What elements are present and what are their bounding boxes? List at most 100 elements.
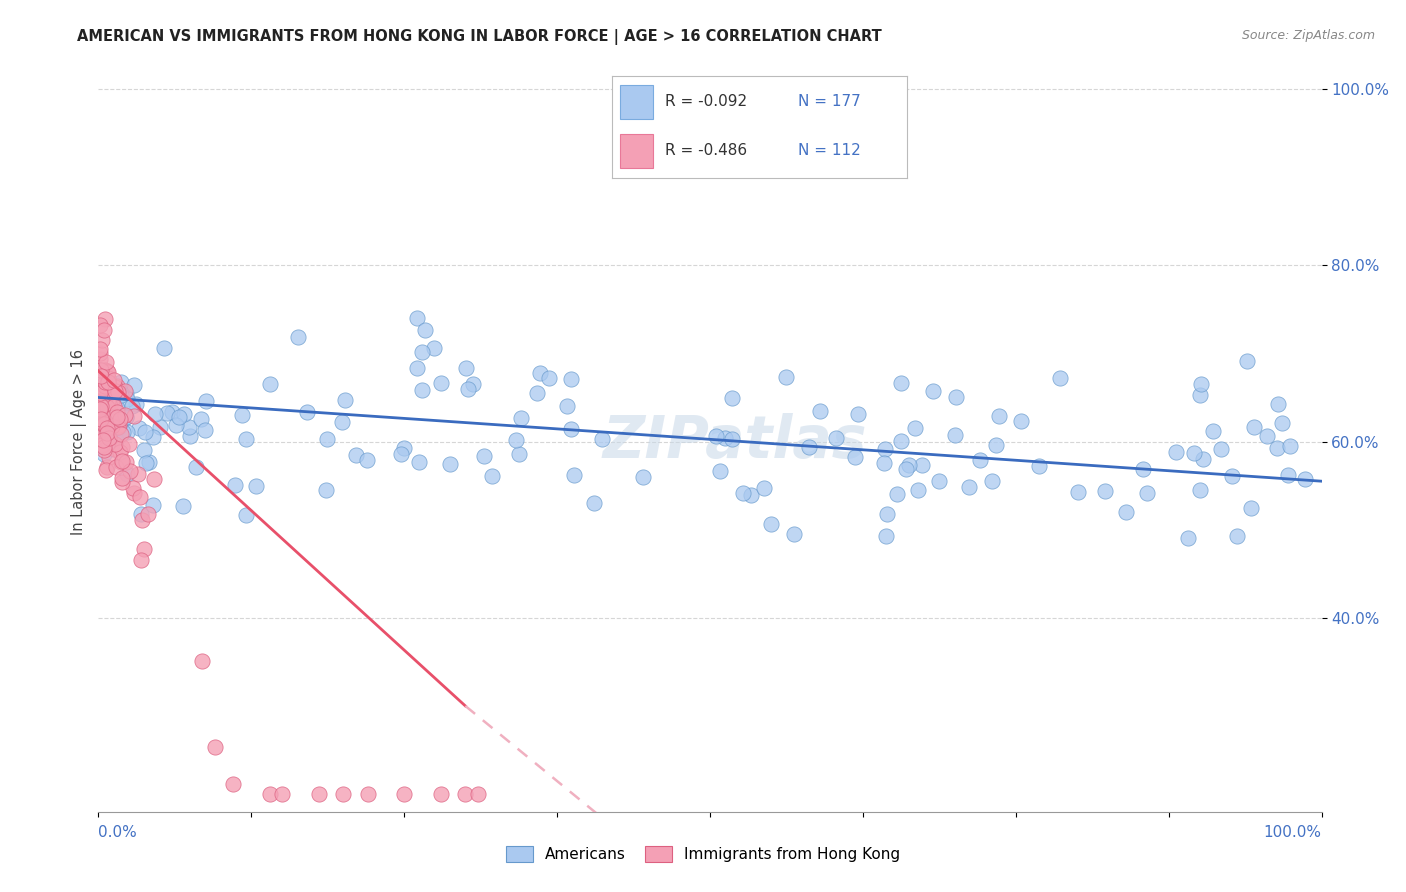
Point (876, 507, 898, 521)
Point (1189, 376, 1212, 391)
Point (100, 384, 122, 399)
Point (1236, 354, 1258, 368)
Point (100, 426, 122, 441)
Text: 0.0%: 0.0% (98, 825, 138, 840)
Point (1256, 429, 1278, 443)
Point (117, 392, 139, 406)
Point (408, 455, 430, 469)
Point (94, 312, 117, 326)
Point (94, 363, 117, 377)
Point (904, 421, 927, 435)
Point (943, 427, 966, 442)
Point (392, 441, 415, 455)
Point (115, 386, 138, 401)
Point (90, 385, 112, 400)
Point (89, 427, 111, 442)
Point (173, 500, 195, 514)
Point (988, 409, 1011, 423)
Point (96, 426, 118, 441)
Point (94, 414, 117, 428)
Point (1136, 486, 1159, 500)
Point (120, 464, 142, 478)
Point (287, 329, 309, 343)
Point (122, 481, 145, 495)
Point (96, 407, 118, 421)
Point (105, 420, 128, 434)
Point (454, 361, 477, 376)
Point (783, 526, 806, 541)
Point (1220, 468, 1243, 483)
Point (270, 787, 294, 801)
Point (1188, 483, 1211, 497)
Point (118, 437, 141, 451)
Point (1267, 396, 1289, 410)
Point (94, 415, 117, 429)
Point (921, 384, 943, 398)
Point (90, 440, 112, 454)
Point (122, 409, 145, 423)
Point (245, 479, 267, 493)
Point (91, 385, 114, 400)
Point (510, 411, 533, 425)
Point (93, 390, 115, 404)
Point (156, 406, 179, 420)
Point (439, 457, 461, 471)
Point (1115, 505, 1137, 519)
Point (97, 414, 120, 428)
Point (89, 318, 111, 332)
Point (90, 399, 112, 413)
Point (1010, 414, 1032, 428)
Point (406, 360, 429, 375)
Point (89, 345, 111, 359)
Point (103, 399, 125, 413)
FancyBboxPatch shape (620, 135, 652, 168)
Point (115, 455, 138, 469)
Point (224, 477, 246, 491)
Point (731, 486, 754, 500)
Point (98, 407, 121, 421)
Point (97, 376, 120, 390)
Point (957, 480, 980, 494)
Point (90, 416, 112, 430)
Point (173, 407, 195, 421)
Point (591, 432, 613, 446)
Point (1294, 472, 1316, 486)
Point (461, 377, 484, 392)
Point (98, 413, 121, 427)
Point (104, 442, 127, 457)
Legend: Americans, Immigrants from Hong Kong: Americans, Immigrants from Hong Kong (499, 840, 907, 868)
Point (111, 440, 134, 454)
Point (111, 425, 134, 439)
Point (90, 363, 112, 377)
Point (235, 432, 257, 446)
Point (89, 394, 111, 409)
Point (93, 417, 115, 431)
Point (897, 458, 920, 472)
Point (894, 461, 917, 475)
Point (94, 391, 117, 405)
Point (825, 431, 848, 445)
Point (93, 440, 115, 454)
Point (108, 420, 131, 434)
Point (122, 377, 145, 392)
Point (582, 496, 605, 510)
Point (91, 433, 114, 447)
Point (121, 399, 143, 413)
Point (93, 399, 115, 413)
Point (93, 416, 115, 430)
Point (96, 421, 118, 435)
Point (136, 507, 159, 521)
Point (526, 386, 548, 401)
Point (411, 345, 433, 359)
Point (430, 787, 453, 801)
Point (1028, 458, 1050, 473)
Point (1209, 442, 1232, 456)
Text: Source: ZipAtlas.com: Source: ZipAtlas.com (1241, 29, 1375, 42)
Text: AMERICAN VS IMMIGRANTS FROM HONG KONG IN LABOR FORCE | AGE > 16 CORRELATION CHAR: AMERICAN VS IMMIGRANTS FROM HONG KONG IN… (77, 29, 882, 45)
Point (129, 552, 152, 566)
Point (454, 787, 477, 801)
Point (110, 426, 132, 441)
Point (165, 417, 187, 432)
Point (138, 455, 160, 469)
Point (1177, 531, 1199, 545)
